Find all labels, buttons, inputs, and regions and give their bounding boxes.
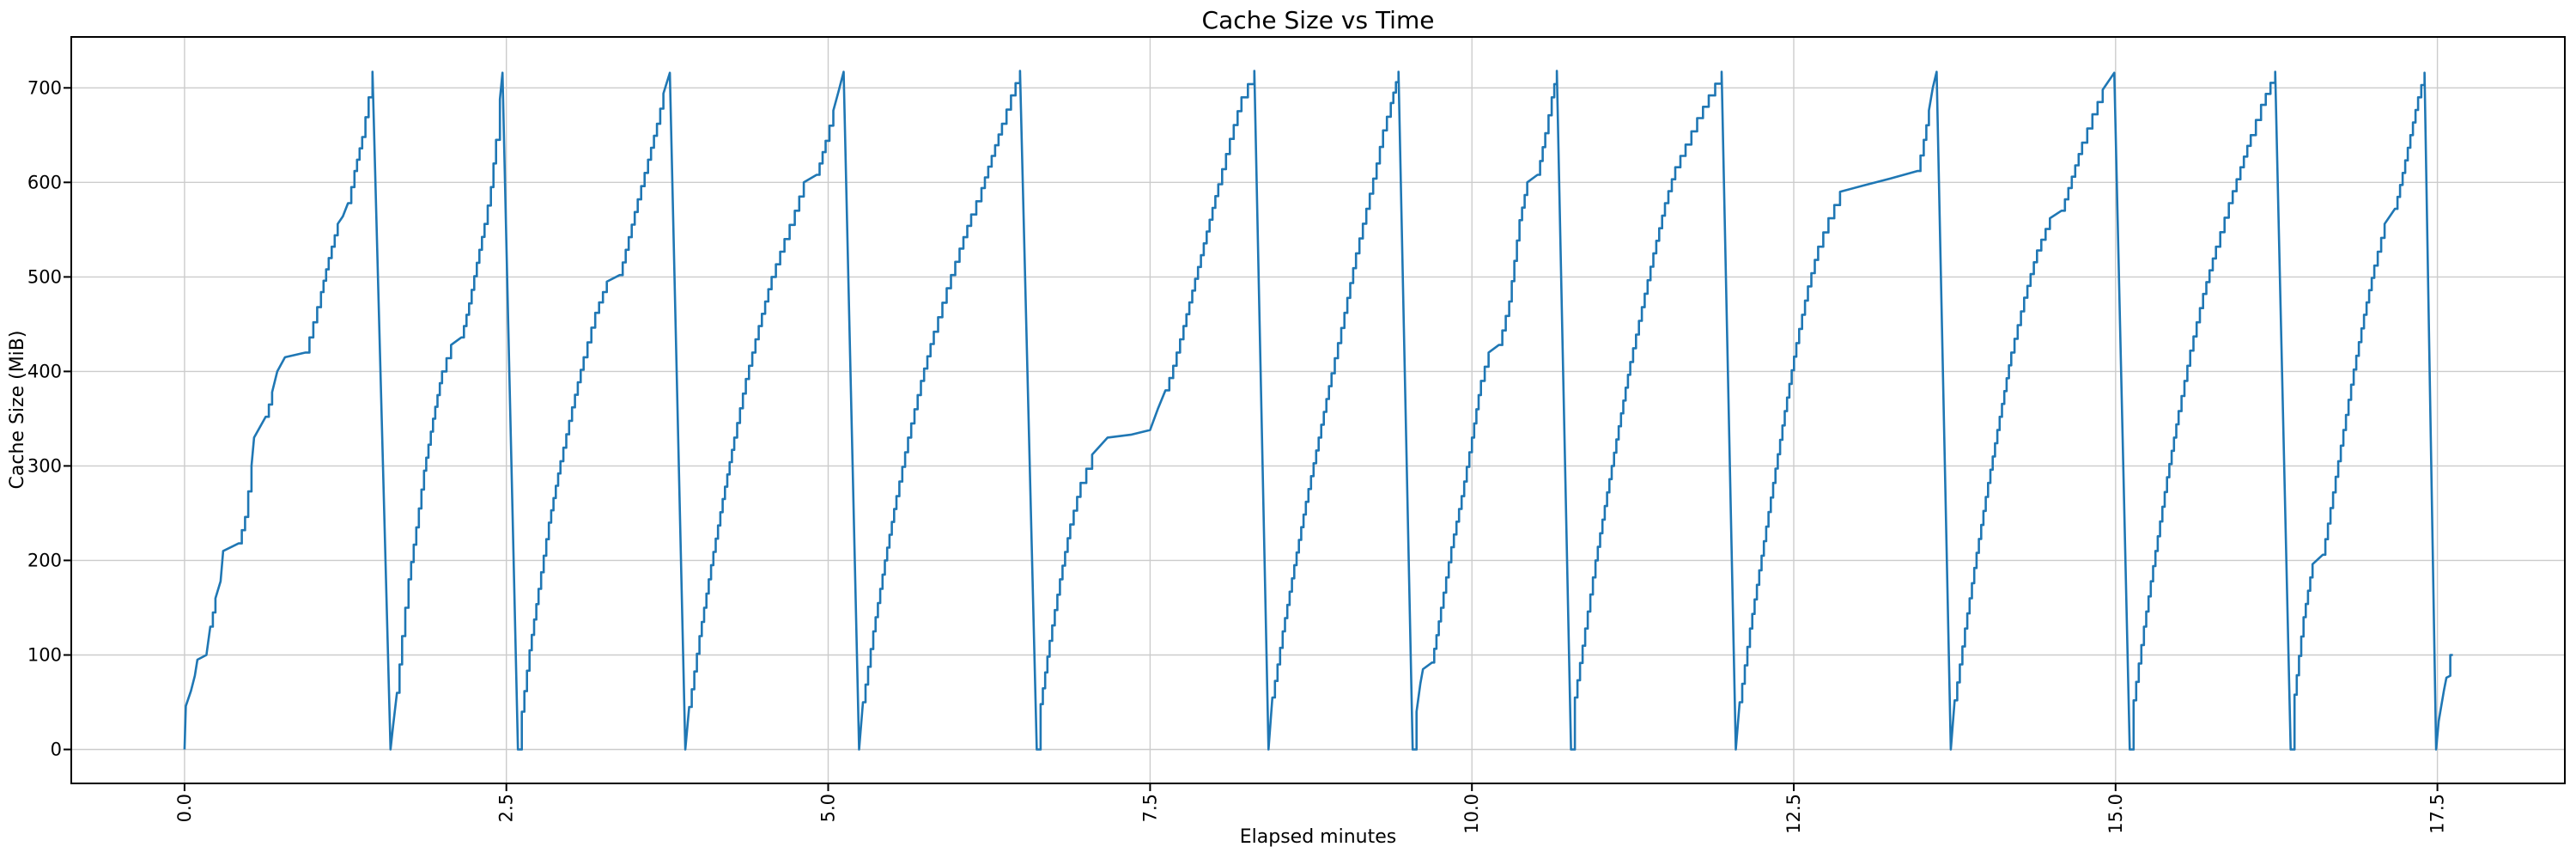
x-tick-label: 7.5 (1139, 794, 1160, 822)
axis-ticks-layer: 0.0 2.5 5.0 7.5 10.0 12.5 15.0 17.5 0 100 200 300 40… (27, 77, 2448, 833)
x-tick-label: 0.0 (174, 794, 195, 822)
grid (71, 37, 2565, 783)
cache-size-line (183, 70, 2453, 751)
x-tick-label: 17.5 (2427, 794, 2448, 834)
x-tick-label: 15.0 (2105, 794, 2126, 834)
y-tick-label: 0 (51, 740, 62, 760)
y-tick-label: 100 (27, 645, 62, 666)
x-tick-label: 2.5 (496, 794, 517, 822)
y-tick-label: 600 (27, 172, 62, 192)
axes-spines (70, 36, 2566, 784)
data-series-layer (183, 70, 2453, 751)
y-axis-label: Cache Size (MiB) (7, 331, 28, 490)
x-tick-label: 5.0 (818, 794, 839, 822)
x-tick-label: 10.0 (1461, 794, 1482, 834)
y-tick-label: 300 (27, 455, 62, 476)
chart-title: Cache Size vs Time (1202, 6, 1435, 34)
x-tick-label: 12.5 (1783, 794, 1804, 834)
x-axis-label: Elapsed minutes (1240, 826, 1396, 848)
y-tick-label: 700 (27, 77, 62, 98)
y-tick-label: 400 (27, 361, 62, 381)
y-tick-label: 200 (27, 550, 62, 570)
y-tick-label: 500 (27, 266, 62, 287)
